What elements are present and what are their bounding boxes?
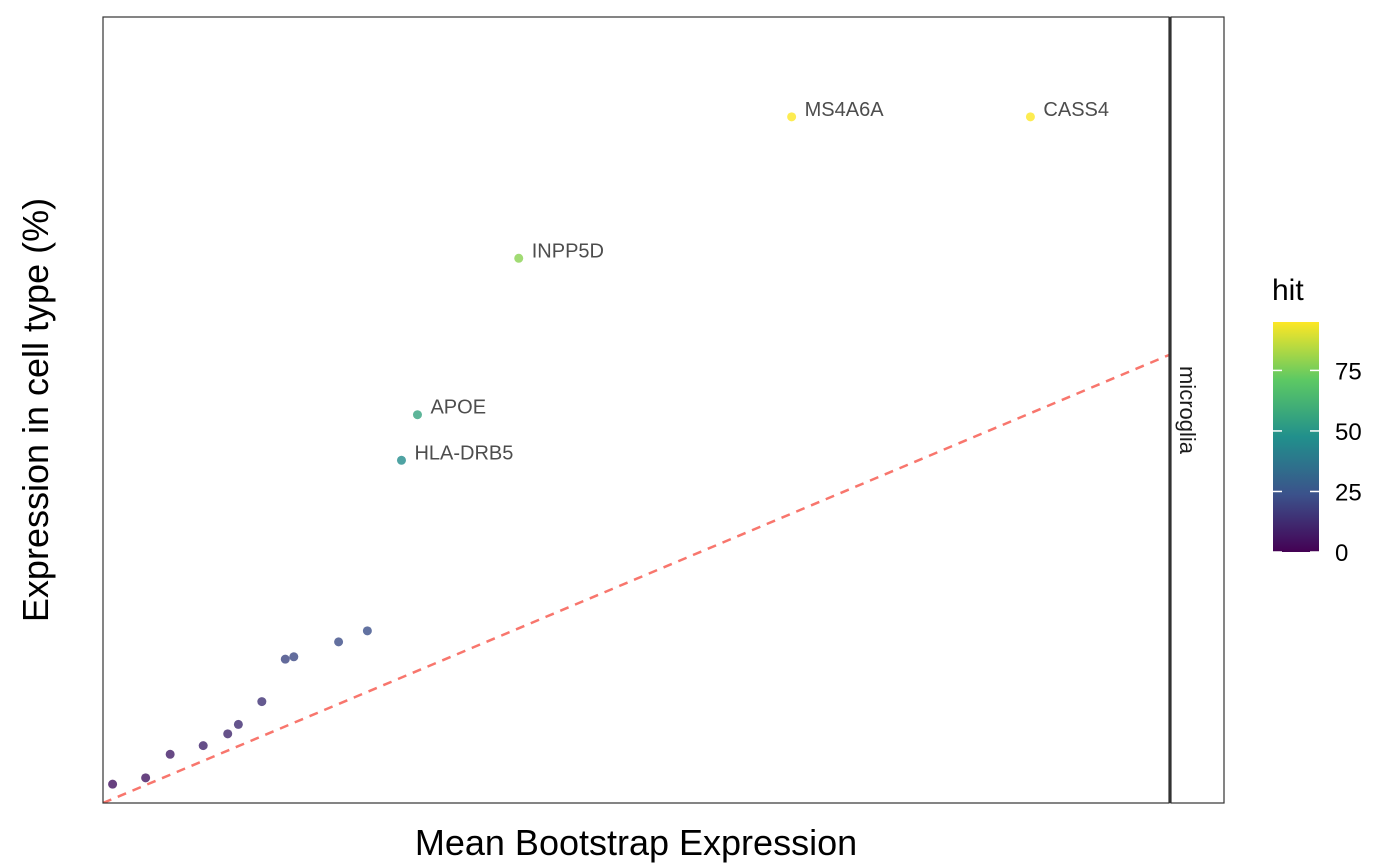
data-point — [165, 749, 175, 759]
reference-line — [103, 353, 1169, 803]
plot-panel — [103, 17, 1169, 803]
legend-colorbar — [1273, 322, 1319, 552]
point-label-ms4a6a: MS4A6A — [805, 99, 885, 121]
point-cass4 — [1025, 112, 1035, 122]
legend-ticks: 0 25 50 75 — [1273, 358, 1362, 567]
point-label-inpp5d: INPP5D — [532, 240, 604, 262]
point-hla-drb5 — [396, 455, 406, 465]
legend-tick-label: 25 — [1335, 479, 1362, 506]
data-point — [362, 626, 372, 636]
data-point — [289, 652, 299, 662]
facet-strip-label: microglia — [1175, 366, 1200, 455]
point-labels: HLA-DRB5 APOE INPP5D MS4A6A CASS4 — [414, 99, 1109, 464]
x-axis-title: Mean Bootstrap Expression — [415, 822, 857, 863]
legend-title: hit — [1272, 274, 1304, 307]
point-label-cass4: CASS4 — [1043, 99, 1109, 121]
data-point — [108, 779, 118, 789]
legend-tick-label: 75 — [1335, 358, 1362, 385]
point-label-hla-drb5: HLA-DRB5 — [414, 442, 513, 464]
data-point — [198, 741, 208, 751]
point-apoe — [412, 410, 422, 420]
data-points — [108, 112, 1035, 789]
legend-tick-label: 50 — [1335, 419, 1362, 446]
point-inpp5d — [514, 253, 524, 263]
point-ms4a6a — [787, 112, 797, 122]
color-legend: hit 0 25 50 75 — [1272, 274, 1362, 567]
data-point — [233, 719, 243, 729]
point-label-apoe: APOE — [430, 397, 486, 419]
legend-tick-label: 0 — [1335, 540, 1348, 567]
facet-strip — [1170, 16, 1225, 804]
data-point — [257, 697, 267, 707]
data-point — [334, 637, 344, 647]
data-point — [280, 654, 290, 664]
data-point — [141, 773, 151, 783]
y-axis-title: Expression in cell type (%) — [15, 198, 56, 622]
data-point — [223, 729, 233, 739]
